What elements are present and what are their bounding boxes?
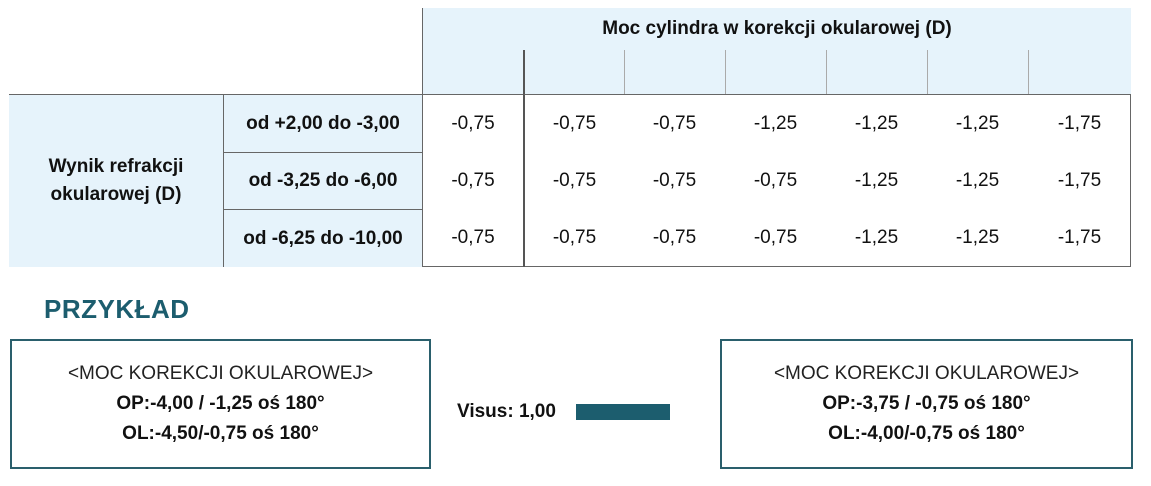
table-corner [9,8,422,94]
table-cell: -0,75 [523,209,624,267]
column-subheader-cell [826,50,927,94]
before-ol-line: OL:-4,50/-0,75 oś 180° [122,423,319,444]
row-range-label: od +2,00 do -3,00 [223,94,422,152]
before-op-line: OP:-4,00 / -1,25 oś 180° [116,393,325,414]
table-cell: -0,75 [753,227,798,248]
table-cell: -1,75 [1057,227,1102,248]
column-subheader-cell [624,50,725,94]
after-box-title: <MOC KOREKCJI OKULAROWEJ> [773,363,1080,384]
column-subheader-cell [725,50,826,94]
row-range-label: od -3,25 do -6,00 [223,152,422,209]
table-cell: -1,25 [826,94,927,152]
row-header: Wynik refrakcji okularowej (D) [9,94,223,267]
column-subheader-cell [523,50,624,94]
table-cell: -0,75 [422,209,523,267]
table-cell: -0,75 [422,94,523,152]
table-cell: -0,75 [753,169,798,191]
table-cell: -1,25 [955,227,1000,248]
table-cell: -0,75 [652,169,697,191]
visus-label: Visus: 1,00 [457,401,556,422]
table-cell: -1,25 [927,94,1028,152]
row-range-label: od -6,25 do -10,00 [223,209,422,267]
table-cell: -0,75 [523,94,624,152]
arrow-bar [576,404,670,420]
after-ol-line: OL:-4,00/-0,75 oś 180° [828,423,1025,444]
after-op-line: OP:-3,75 / -0,75 oś 180° [822,393,1031,414]
table-cell: -1,25 [854,227,899,248]
table-cell: -0,75 [422,152,523,209]
table-cell: -1,75 [1028,94,1131,152]
example-title: PRZYKŁAD [44,294,190,324]
table-cell: -1,25 [725,94,826,152]
before-correction-box: <MOC KOREKCJI OKULAROWEJ> OP:-4,00 / -1,… [10,339,431,469]
table-cell: -1,25 [955,169,1000,191]
table-cell: -1,75 [1057,169,1102,191]
column-subheader-cell [1028,50,1131,94]
table-cell: -0,75 [624,94,725,152]
after-correction-box: <MOC KOREKCJI OKULAROWEJ> OP:-3,75 / -0,… [720,339,1133,469]
table-cell: -1,25 [854,169,899,191]
before-box-title: <MOC KOREKCJI OKULAROWEJ> [67,363,374,384]
column-subheader-cell [422,50,523,94]
column-subheader-cell [927,50,1028,94]
cylinder-power-table: Moc cylindra w korekcji okularowej (D) W… [9,8,1131,267]
column-header: Moc cylindra w korekcji okularowej (D) [422,8,1131,50]
table-cell: -0,75 [523,152,624,209]
table-cell: -0,75 [652,227,697,248]
